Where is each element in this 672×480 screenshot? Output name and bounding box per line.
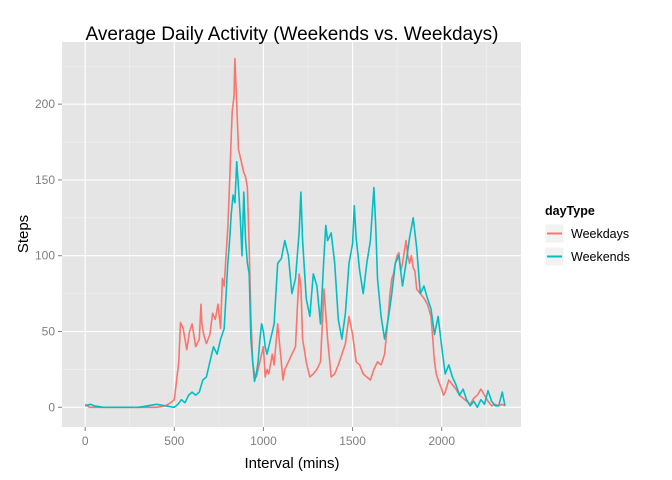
y-tick-label: 200 [35, 97, 55, 111]
legend-label-weekdays: Weekdays [571, 227, 629, 241]
x-tick-label: 500 [164, 434, 184, 448]
y-tick-label: 0 [48, 400, 55, 414]
minor-grid [62, 42, 521, 427]
x-tick-label: 2000 [428, 434, 455, 448]
x-tick-label: 1500 [339, 434, 366, 448]
legend: dayType Weekdays Weekends [544, 204, 630, 267]
x-axis-ticks: 0 500 1000 1500 2000 [82, 427, 455, 448]
y-tick-label: 50 [42, 325, 56, 339]
legend-label-weekends: Weekends [571, 250, 630, 264]
x-axis-title: Interval (mins) [244, 455, 339, 472]
y-tick-label: 100 [35, 249, 55, 263]
x-tick-label: 0 [82, 434, 89, 448]
series-layer [84, 57, 506, 409]
legend-title: dayType [545, 204, 595, 218]
series-line-weekdays [84, 57, 506, 409]
y-tick-label: 150 [35, 173, 55, 187]
y-axis-title: Steps [15, 215, 32, 253]
legend-items: Weekdays Weekends [544, 223, 630, 267]
x-tick-label: 1000 [250, 434, 277, 448]
chart-title: Average Daily Activity (Weekends vs. Wee… [86, 24, 499, 45]
series-line-weekends [84, 160, 506, 409]
y-axis-ticks: 0 50 100 150 200 [35, 97, 62, 414]
